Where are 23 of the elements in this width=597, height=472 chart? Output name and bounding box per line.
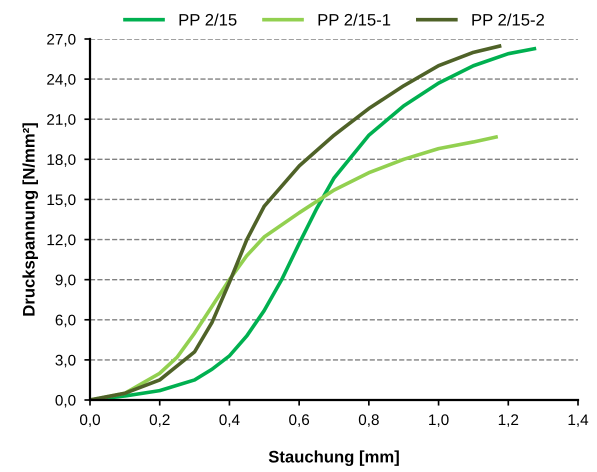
x-tick-label: 0,6	[289, 414, 310, 427]
x-tick-label: 1,0	[429, 414, 449, 427]
y-tick-label: 3,0	[55, 354, 76, 368]
y-tick-label: 6,0	[56, 314, 76, 328]
x-tick-label: 1,4	[568, 414, 588, 427]
x-tick-label: 0,2	[150, 414, 170, 427]
y-tick-label: 0,0	[55, 394, 76, 408]
y-tick-label: 21,0	[47, 114, 76, 127]
x-tick-label: 0,0	[80, 414, 100, 427]
x-tick-label: 0,4	[219, 414, 240, 427]
y-tick-label: 27,0	[47, 34, 76, 46]
x-tick-label: 1,2	[498, 414, 518, 427]
legend-label: PP 2/15	[180, 13, 236, 26]
x-tick-label: 0,8	[358, 414, 379, 427]
y-tick-label: 18,0	[48, 154, 76, 167]
y-tick-label: 15,0	[48, 194, 76, 207]
y-tick-label: 9,0	[56, 274, 76, 288]
legend-label: PP 2/15-2	[472, 13, 544, 26]
y-tick-label: 12,0	[48, 234, 76, 248]
y-tick-label: 24,0	[47, 74, 76, 87]
y-axis-title: Druckspannung [N/mm²]	[22, 123, 38, 316]
legend-label: PP 2/15-1	[318, 13, 390, 26]
x-axis-title: Stauchung [mm]	[268, 450, 399, 466]
